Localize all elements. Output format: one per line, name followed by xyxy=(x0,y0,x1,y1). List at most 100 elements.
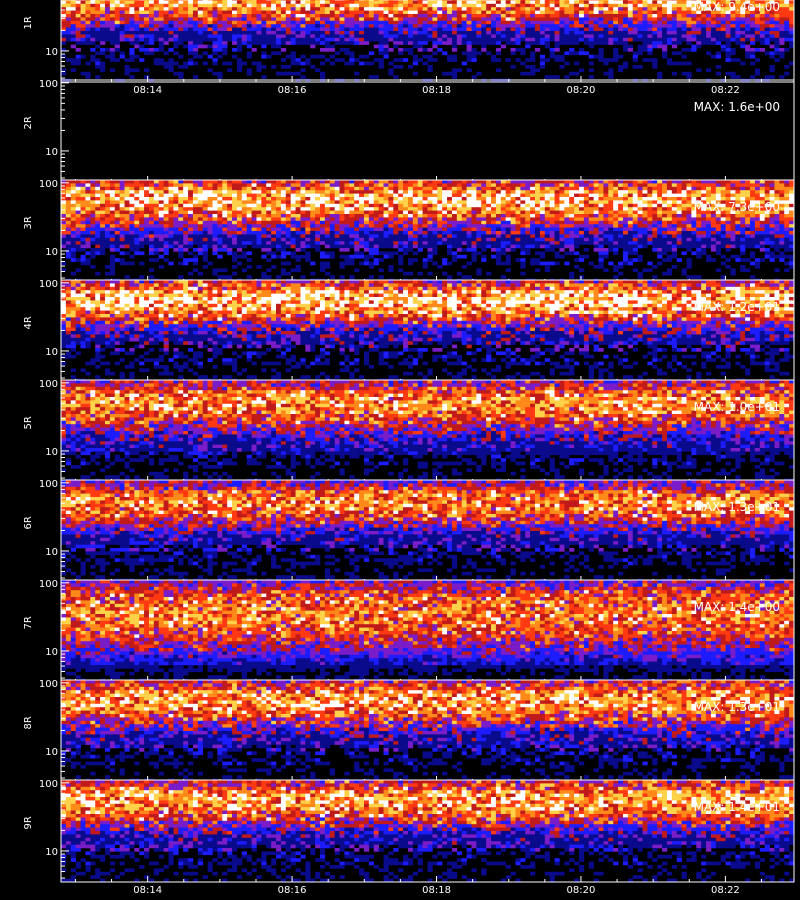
heatmap-cell xyxy=(412,0,419,1)
heatmap-cell xyxy=(393,44,399,49)
heatmap-cell xyxy=(603,183,609,188)
heatmap-cell xyxy=(315,180,321,184)
heatmap-cell xyxy=(188,200,194,205)
heatmap-cell xyxy=(632,31,638,35)
heatmap-cell xyxy=(632,0,638,1)
heatmap-cell xyxy=(740,3,746,8)
heatmap-cell xyxy=(618,197,624,201)
heatmap-cell xyxy=(662,37,668,42)
heatmap-cell xyxy=(598,0,604,1)
heatmap-cell xyxy=(662,193,668,198)
heatmap-cell xyxy=(114,14,120,18)
heatmap-cell xyxy=(442,7,448,11)
heatmap-cell xyxy=(368,75,375,79)
heatmap-cell xyxy=(754,48,761,52)
heatmap-cell xyxy=(90,41,96,45)
heatmap-cell xyxy=(378,207,384,211)
heatmap-cell xyxy=(183,14,189,18)
heatmap-cell xyxy=(246,20,252,25)
heatmap-cell xyxy=(139,14,145,18)
heatmap-cell xyxy=(476,31,482,35)
heatmap-cell xyxy=(354,193,360,198)
heatmap-cell xyxy=(398,7,404,11)
heatmap-cell xyxy=(481,0,487,1)
heatmap-cell xyxy=(671,0,678,1)
heatmap-cell xyxy=(676,7,682,11)
heatmap-cell xyxy=(491,27,497,32)
heatmap-cell xyxy=(764,10,770,15)
heatmap-cell xyxy=(339,14,345,18)
heatmap-cell xyxy=(266,34,272,39)
heatmap-cell xyxy=(539,180,546,184)
heatmap-cell xyxy=(652,41,658,45)
heatmap-cell xyxy=(173,193,179,198)
heatmap-cell xyxy=(339,207,345,211)
heatmap-cell xyxy=(363,37,370,42)
heatmap-cell xyxy=(417,24,423,28)
heatmap-cell xyxy=(202,0,208,5)
heatmap-cell xyxy=(290,180,296,184)
heatmap-cell xyxy=(696,31,702,35)
heatmap-cell xyxy=(173,210,179,215)
heatmap-cell xyxy=(530,24,536,28)
heatmap-cell xyxy=(393,180,399,184)
heatmap-cell xyxy=(559,207,565,211)
heatmap-cell xyxy=(403,24,409,28)
heatmap-cell xyxy=(671,197,678,201)
heatmap-cell xyxy=(759,3,765,8)
heatmap-cell xyxy=(300,31,306,35)
heatmap-cell xyxy=(569,0,575,1)
heatmap-cell xyxy=(334,14,340,18)
heatmap-cell xyxy=(422,186,428,191)
heatmap-cell xyxy=(109,207,116,211)
heatmap-cell xyxy=(359,190,365,194)
heatmap-cell xyxy=(779,41,785,45)
heatmap-cell xyxy=(124,37,130,42)
heatmap-cell xyxy=(148,14,155,18)
heatmap-cell xyxy=(598,14,604,18)
heatmap-cell xyxy=(363,200,370,205)
heatmap-cell xyxy=(129,37,135,42)
heatmap-cell xyxy=(686,183,692,188)
heatmap-cell xyxy=(715,31,721,35)
heatmap-cell xyxy=(251,3,257,8)
heatmap-cell xyxy=(476,190,482,194)
heatmap-cell xyxy=(246,51,252,56)
heatmap-cell xyxy=(481,27,487,32)
heatmap-cell xyxy=(285,214,291,218)
heatmap-cell xyxy=(217,75,223,79)
heatmap-cell xyxy=(588,203,594,208)
heatmap-cell xyxy=(442,197,448,201)
heatmap-cell xyxy=(354,10,360,15)
heatmap-cell xyxy=(647,0,653,5)
heatmap-cell xyxy=(388,24,394,28)
heatmap-cell xyxy=(696,197,702,201)
heatmap-cell xyxy=(290,210,296,215)
heatmap-cell xyxy=(334,186,340,191)
heatmap-cell xyxy=(85,14,91,18)
heatmap-cell xyxy=(305,17,311,22)
heatmap-cell xyxy=(114,41,120,45)
heatmap-cell xyxy=(359,34,365,39)
heatmap-cell xyxy=(241,10,247,15)
heatmap-cell xyxy=(412,10,419,15)
heatmap-cell xyxy=(701,14,707,18)
heatmap-cell xyxy=(671,203,678,208)
heatmap-cell xyxy=(764,75,770,79)
heatmap-cell xyxy=(706,51,712,56)
heatmap-cell xyxy=(730,71,736,76)
heatmap-cell xyxy=(745,200,751,205)
heatmap-cell xyxy=(686,10,692,15)
heatmap-cell xyxy=(574,24,580,28)
heatmap-cell xyxy=(627,193,634,198)
heatmap-cell xyxy=(451,27,458,32)
heatmap-cell xyxy=(613,197,619,201)
heatmap-cell xyxy=(124,65,130,69)
heatmap-cell xyxy=(388,0,394,1)
heatmap-cell xyxy=(486,180,492,184)
heatmap-cell xyxy=(227,37,233,42)
heatmap-cell xyxy=(706,34,712,39)
heatmap-cell xyxy=(192,20,199,25)
heatmap-cell xyxy=(305,41,311,45)
